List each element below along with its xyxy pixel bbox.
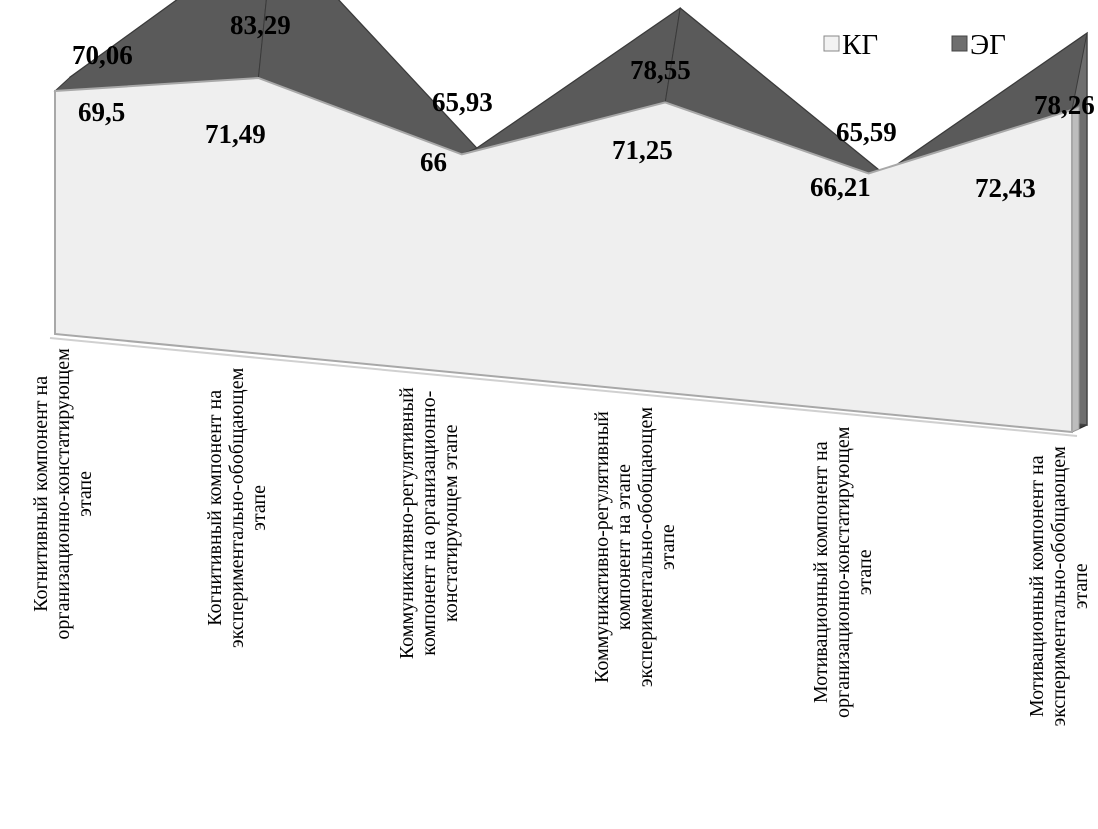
legend-label-eg: ЭГ [970, 29, 1006, 61]
eg-value-label-3: 65,93 [432, 87, 493, 117]
category-label-line: Коммуникативно-регулятивный [396, 387, 418, 659]
category-label-line: Коммуникативно-регулятивный [591, 411, 613, 683]
kg-value-label-3: 66 [420, 147, 447, 177]
category-label-line: организационно-констатирующем [832, 426, 854, 718]
legend-swatch-kg [823, 35, 840, 52]
plot-area: 69,5 71,49 66 71,25 66,21 72,43 70,06 83,29 65,9… [49, 0, 1095, 437]
category-label-line: компонент на этапе [613, 464, 635, 630]
category-label-line: компонент на организационно- [418, 391, 440, 656]
eg-value-label-1: 70,06 [72, 40, 133, 70]
category-label-line: этапе [854, 549, 876, 595]
eg-value-label-5: 65,59 [836, 117, 897, 147]
category-label-line: этапе [74, 471, 96, 517]
category-label-line: экспериментально-обобщающем [635, 407, 657, 688]
category-label-line: Мотивационный компонент на [1026, 455, 1048, 717]
series-kg-area [54, 76, 1073, 434]
category-axis-labels: Когнитивный компонент на организационно-к… [30, 348, 1092, 727]
category-label-line: Когнитивный компонент на [30, 376, 52, 612]
category-label-6: Мотивационный компонент на эксперименталь… [1026, 446, 1092, 727]
category-label-line: Когнитивный компонент на [204, 390, 226, 626]
category-label-line: экспериментально-обобщающем [226, 367, 248, 648]
category-label-2: Когнитивный компонент на экспериментально… [204, 367, 270, 648]
eg-value-label-6: 78,26 [1034, 90, 1095, 120]
kg-value-label-2: 71,49 [205, 119, 266, 149]
legend-label-kg: КГ [842, 29, 878, 61]
kg-value-label-6: 72,43 [975, 173, 1036, 203]
category-label-line: этапе [1070, 563, 1092, 609]
category-label-1: Когнитивный компонент на организационно-к… [30, 348, 96, 640]
category-label-line: этапе [657, 524, 679, 570]
category-label-line: этапе [248, 485, 270, 531]
kg-value-label-5: 66,21 [810, 172, 871, 202]
series-kg-side-wall [1071, 106, 1080, 433]
category-label-3: Коммуникативно-регулятивный компонент на … [396, 387, 462, 659]
floor-line [49, 337, 1078, 437]
kg-value-label-1: 69,5 [78, 97, 125, 127]
legend-swatch-eg [951, 35, 968, 52]
category-label-line: организационно-констатирующем [52, 348, 74, 640]
category-label-line: экспериментально-обобщающем [1048, 446, 1070, 727]
legend: КГ ЭГ [823, 29, 1006, 61]
category-label-4: Коммуникативно-регулятивный компонент на … [591, 407, 679, 688]
category-label-5: Мотивационный компонент на организационно… [810, 426, 876, 718]
eg-value-label-2: 83,29 [230, 10, 291, 40]
category-label-line: Мотивационный компонент на [810, 441, 832, 703]
category-label-line: констатирующем этапе [440, 424, 462, 622]
kg-value-label-4: 71,25 [612, 135, 673, 165]
eg-value-label-4: 78,55 [630, 55, 691, 85]
